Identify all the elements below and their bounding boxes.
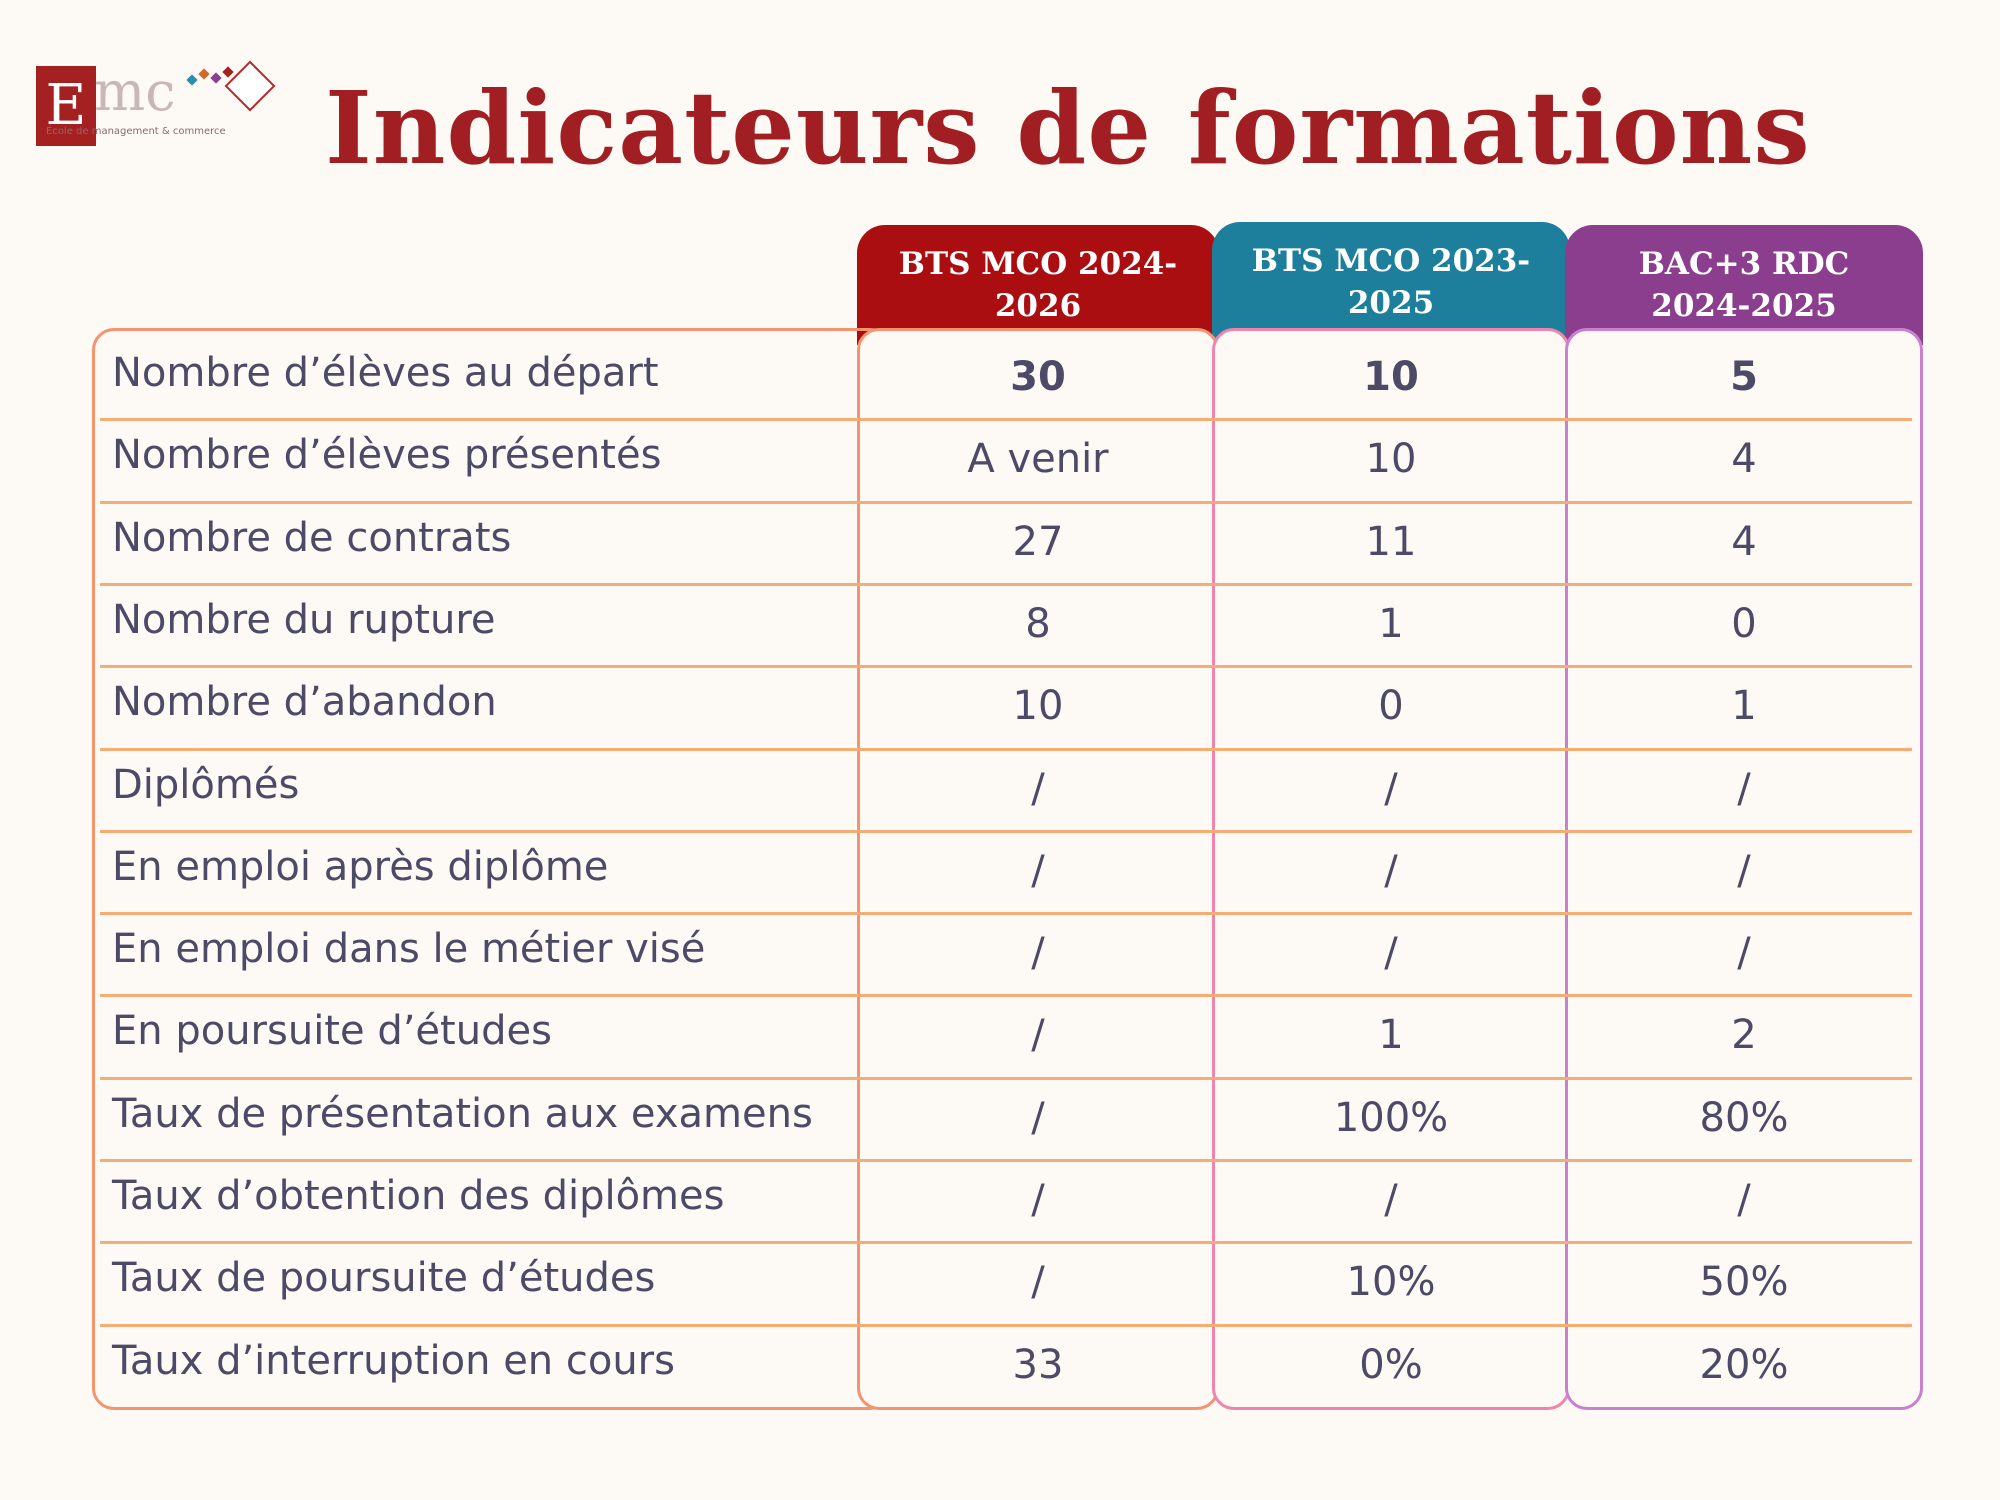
column-header-line2: 2026 (994, 288, 1082, 324)
row-label: Taux de poursuite d’études (112, 1255, 656, 1302)
column-header-bac3-rdc: BAC+3 RDC 2024-2025 (1565, 225, 1923, 345)
row-divider (100, 665, 1912, 669)
column-header-line1: BTS MCO 2023- (1251, 243, 1531, 279)
table-cell: / (1031, 930, 1045, 977)
table-cell: / (1031, 847, 1045, 894)
table-cell: 100% (1333, 1094, 1449, 1141)
table-cell: 20% (1699, 1341, 1789, 1388)
table-cell: 10 (1012, 683, 1064, 730)
table-cell: / (1384, 847, 1398, 894)
row-divider (100, 829, 1912, 833)
table-cell: 0 (1378, 683, 1404, 730)
row-divider (100, 1076, 1912, 1080)
logo-letter: E (36, 66, 96, 146)
school-logo: E mc École de management & commerce (36, 60, 276, 150)
table-cell: 10 (1365, 436, 1417, 483)
table-cell: / (1737, 765, 1751, 812)
row-divider (100, 1159, 1912, 1162)
table-cell: / (1384, 765, 1398, 812)
row-label: Taux de présentation aux examens (112, 1090, 813, 1137)
table-cell: / (1031, 1012, 1045, 1059)
page-title: Indicateurs de formations (325, 69, 1811, 187)
row-label: Nombre d’abandon (112, 679, 497, 726)
table-cell: 0 (1731, 600, 1757, 647)
table-cell: 10 (1363, 354, 1419, 400)
row-divider (100, 418, 1912, 422)
column-header-line2: 2025 (1347, 285, 1435, 321)
table-cell: 11 (1365, 518, 1417, 565)
row-label: Diplômés (112, 761, 300, 808)
table-cell: 33 (1012, 1341, 1064, 1388)
column-frame-bts-2023 (1212, 328, 1570, 1410)
table-cell: 2 (1731, 1012, 1757, 1059)
row-label: Nombre du rupture (112, 596, 496, 643)
row-label: Nombre de contrats (112, 514, 512, 561)
row-label: En emploi après diplôme (112, 843, 609, 890)
table-cell: 1 (1378, 600, 1404, 647)
table-cell: 10% (1346, 1259, 1436, 1306)
row-label: En poursuite d’études (112, 1008, 552, 1055)
table-cell: / (1737, 1177, 1751, 1223)
table-cell: 5 (1730, 354, 1758, 400)
table-cell: 27 (1012, 518, 1064, 565)
column-header-bts-mco-2023: BTS MCO 2023- 2025 (1212, 222, 1570, 342)
table-cell: / (1737, 930, 1751, 977)
table-cell: / (1031, 1094, 1045, 1141)
row-divider (100, 994, 1912, 998)
logo-wordmark: mc (94, 60, 176, 123)
row-label: Taux d’obtention des diplômes (112, 1173, 725, 1219)
table-cell: 1 (1731, 683, 1757, 730)
table-cell: 0% (1359, 1341, 1423, 1388)
table-cell: 8 (1025, 600, 1051, 647)
row-label: En emploi dans le métier visé (112, 926, 706, 973)
row-divider (100, 1323, 1912, 1327)
table-cell: / (1031, 1259, 1045, 1306)
table-cell: 50% (1699, 1259, 1789, 1306)
row-divider (100, 1241, 1912, 1245)
logo-tagline: École de management & commerce (46, 126, 226, 137)
row-label: Nombre d’élèves au départ (112, 350, 659, 396)
table-cell: / (1384, 930, 1398, 977)
table-cell: 4 (1731, 518, 1757, 565)
table-cell: 80% (1699, 1094, 1789, 1141)
row-label: Taux d’interruption en cours (112, 1337, 675, 1384)
table-cell: 4 (1731, 436, 1757, 483)
table-cell: A venir (967, 436, 1109, 483)
table-cell: 1 (1378, 1012, 1404, 1059)
column-frame-bts-2024 (857, 328, 1219, 1410)
column-header-line2: 2024-2025 (1651, 288, 1837, 324)
row-divider (100, 747, 1912, 751)
column-header-line1: BAC+3 RDC (1638, 246, 1850, 282)
table-cell: / (1737, 847, 1751, 894)
column-frame-bac3 (1565, 328, 1923, 1410)
column-header-line1: BTS MCO 2024- (898, 246, 1178, 282)
column-header-bts-mco-2024: BTS MCO 2024- 2026 (857, 225, 1219, 345)
table-cell: / (1031, 765, 1045, 812)
row-divider (100, 912, 1912, 916)
row-label: Nombre d’élèves présentés (112, 432, 662, 479)
table-cell: 30 (1010, 354, 1066, 400)
row-divider (100, 500, 1912, 504)
table-cell: / (1031, 1177, 1045, 1223)
row-divider (100, 582, 1912, 586)
table-cell: / (1384, 1177, 1398, 1223)
